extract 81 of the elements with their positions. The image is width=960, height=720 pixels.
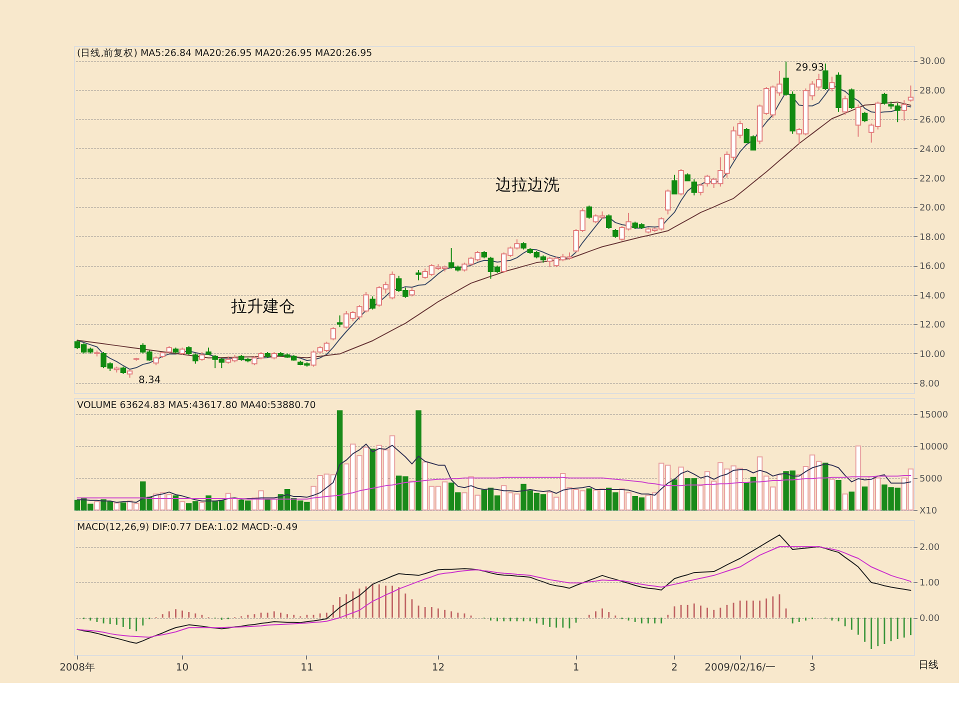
y-tick-label: 8.00	[920, 379, 940, 390]
bar	[829, 478, 835, 510]
y-tick-label: 16.00	[920, 262, 946, 272]
candlestick	[330, 326, 336, 341]
candlestick	[698, 183, 704, 196]
candlestick	[829, 76, 835, 92]
candlestick	[848, 88, 855, 110]
y-tick-label: 18.00	[920, 232, 946, 243]
bar	[416, 410, 422, 510]
bar	[678, 466, 684, 510]
annotation: 拉升建仓	[231, 296, 295, 316]
line-series	[76, 444, 912, 503]
x-tick-label: 11	[300, 662, 314, 674]
bar	[672, 479, 678, 510]
bar	[179, 501, 186, 510]
bar	[822, 462, 828, 510]
candlestick	[678, 168, 684, 196]
chart-title: MACD(12,26,9) DIF:0.77 DEA:1.02 MACD:-0.49	[77, 522, 298, 533]
chart-title: VOLUME 63624.83 MA5:43617.80 MA40:53880.70	[77, 400, 316, 411]
line-series	[76, 546, 912, 638]
annotation: 边拉边洗	[496, 174, 560, 194]
text: 日线	[918, 659, 938, 672]
line-series	[76, 534, 912, 644]
candlestick	[665, 188, 671, 215]
line-series	[76, 474, 912, 500]
x-tick-label: 2	[671, 662, 678, 674]
candlestick	[901, 100, 908, 122]
bar	[271, 498, 278, 510]
y-tick-label: 15000	[920, 410, 948, 420]
bar	[862, 486, 868, 510]
bar	[199, 502, 205, 510]
y-tick-label: 22.00	[920, 174, 946, 184]
bar	[842, 494, 848, 510]
candlestick	[855, 104, 862, 138]
bar	[172, 495, 179, 510]
y-tick-label: 12.00	[920, 320, 946, 331]
x-tick-label: 2008年	[60, 662, 96, 674]
candlestick	[672, 174, 678, 194]
candlestick	[370, 296, 376, 310]
annotation: 8.34	[138, 375, 161, 386]
y-tick-label: 0.00	[920, 614, 940, 624]
y-tick-label: 2.00	[920, 543, 940, 554]
y-tick-label: 26.00	[920, 116, 946, 126]
y-tick-label: X10	[920, 506, 938, 516]
y-tick-label: 20.00	[920, 204, 946, 214]
bar	[336, 410, 343, 510]
bar	[120, 502, 126, 510]
bar	[586, 488, 592, 510]
x-tick-label: 2009/02/16/一	[704, 662, 776, 674]
x-tick-label: 10	[176, 662, 189, 674]
y-tick-label: 1.00	[920, 578, 940, 589]
x-tick-label: 3	[809, 662, 816, 674]
bar	[848, 492, 855, 510]
bar	[264, 499, 270, 510]
bar	[114, 502, 120, 510]
chart-title: (日线,前复权) MA5:26.84 MA20:26.95 MA20:26.95 MA20:26.95	[77, 47, 372, 59]
candlestick	[882, 92, 888, 106]
candlestick	[416, 270, 422, 281]
bar	[94, 501, 100, 510]
candlestick	[691, 178, 698, 196]
candlestick	[336, 314, 343, 328]
bar	[836, 480, 842, 510]
y-tick-label: 28.00	[920, 86, 946, 96]
candlestick	[586, 205, 592, 220]
y-tick-label: 10.00	[920, 350, 946, 360]
candlestick	[862, 111, 868, 123]
bar	[370, 448, 376, 510]
x-tick-label: 12	[432, 662, 445, 674]
y-tick-label: 24.00	[920, 144, 946, 155]
candlestick	[842, 95, 848, 116]
y-tick-label: 10000	[920, 442, 948, 452]
bar	[855, 446, 862, 510]
y-tick-label: 30.00	[920, 57, 946, 68]
y-tick-label: 5000	[920, 474, 943, 484]
annotation: 29.93	[796, 62, 824, 74]
x-tick-label: 1	[572, 662, 580, 674]
y-tick-label: 14.00	[920, 291, 946, 302]
candlestick	[606, 214, 612, 230]
candlestick	[192, 352, 198, 364]
candlestick	[822, 63, 828, 90]
bar	[409, 480, 415, 510]
